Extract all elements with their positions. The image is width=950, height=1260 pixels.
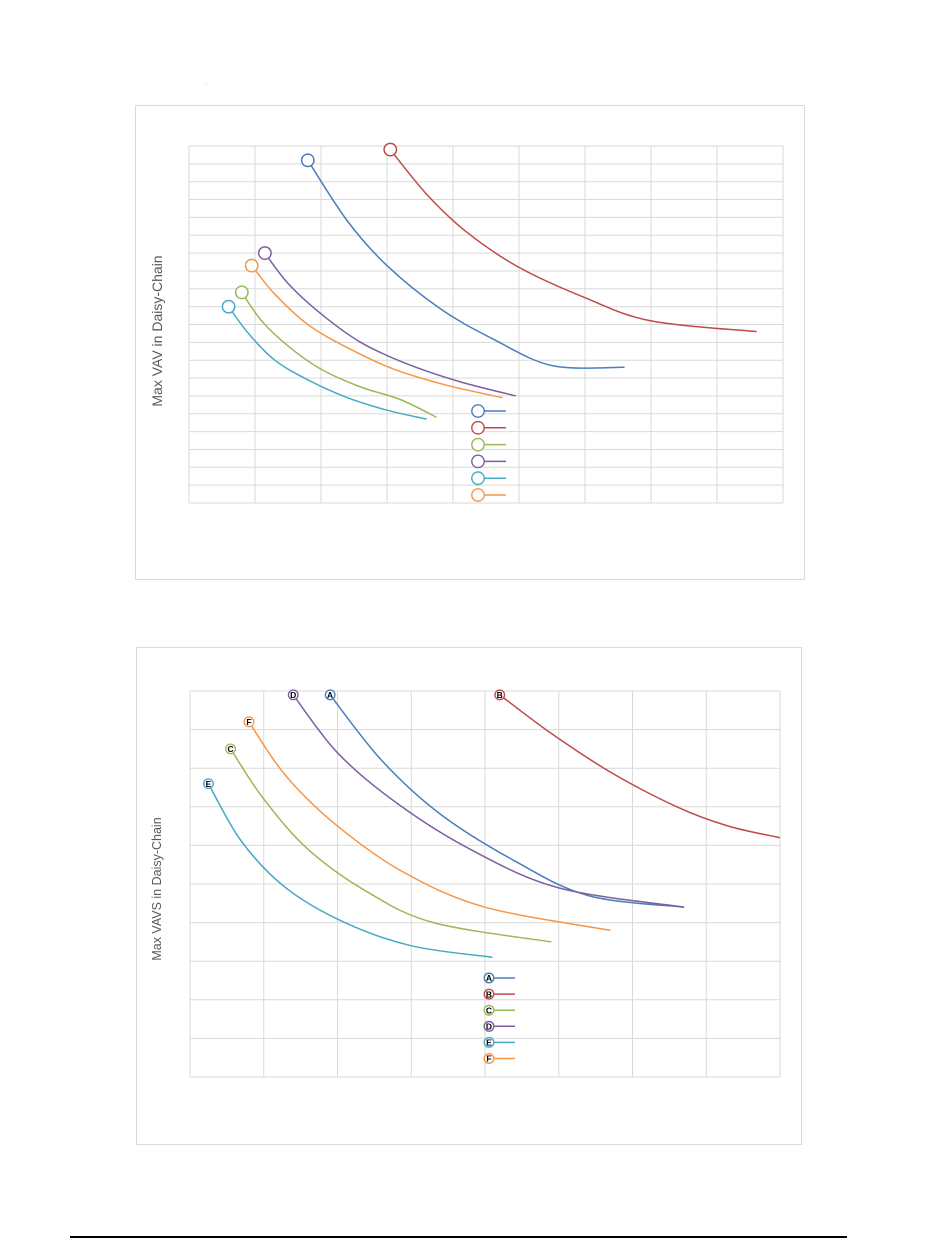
series-marker-b	[494, 689, 506, 701]
series-marker-label: D	[290, 690, 296, 700]
legend-marker-a	[471, 404, 485, 418]
legend-marker-c	[483, 1004, 495, 1016]
legend-marker-a	[483, 972, 495, 984]
legend-marker-e	[471, 471, 485, 486]
legend-label: A	[486, 973, 492, 983]
stray-dot	[206, 84, 207, 85]
series-line-d	[264, 252, 516, 397]
series-line-f	[251, 265, 503, 399]
legend-label: B	[486, 989, 492, 999]
series-marker-label: B	[497, 690, 503, 700]
legend-label: E	[486, 1038, 492, 1048]
series-marker-label: F	[246, 717, 251, 727]
series-marker-d	[287, 689, 299, 701]
legend-marker-b	[483, 988, 495, 1000]
series-marker-e	[221, 299, 236, 314]
series-marker-label: C	[227, 744, 233, 754]
series-marker-label: A	[327, 690, 333, 700]
series-line-c	[241, 291, 437, 418]
gridlines	[188, 145, 784, 504]
series-line-b	[389, 149, 757, 333]
series-marker-a	[324, 689, 336, 701]
legend-marker-b	[471, 420, 485, 435]
footer-rule	[70, 1236, 847, 1238]
series-line-c	[229, 748, 552, 943]
legend-marker-f	[471, 488, 485, 502]
legend-label: D	[486, 1022, 492, 1032]
legend-label: F	[486, 1054, 491, 1064]
series-marker-label: E	[206, 779, 212, 789]
series-line-e	[227, 306, 427, 420]
legend-marker-f	[483, 1053, 495, 1065]
legend-marker-c	[471, 437, 485, 452]
series-marker-a	[300, 153, 315, 168]
chart-panel-top: Max VAV in Daisy-Chain	[135, 105, 805, 580]
gridlines	[189, 690, 781, 1078]
legend-marker-d	[483, 1020, 495, 1032]
series-marker-e	[202, 778, 214, 790]
series-marker-f	[243, 716, 255, 728]
legend-label: C	[486, 1005, 492, 1015]
series-line-b	[499, 694, 781, 839]
series-marker-f	[244, 258, 259, 273]
series-marker-d	[257, 246, 272, 261]
series-line-e	[207, 783, 493, 959]
chart-plot-top	[188, 142, 784, 504]
legend-marker-e	[483, 1036, 495, 1048]
y-axis-label: Max VAVS in Daisy-Chain	[150, 817, 164, 961]
series-line-f	[248, 721, 611, 932]
series-marker-c	[225, 743, 237, 755]
series-marker-b	[383, 142, 398, 157]
y-axis-label: Max VAV in Daisy-Chain	[149, 255, 165, 407]
series-marker-c	[234, 285, 249, 300]
legend-marker-d	[471, 454, 485, 469]
series-line-d	[292, 694, 685, 908]
series-line-a	[329, 694, 685, 908]
series-line-a	[307, 159, 625, 369]
